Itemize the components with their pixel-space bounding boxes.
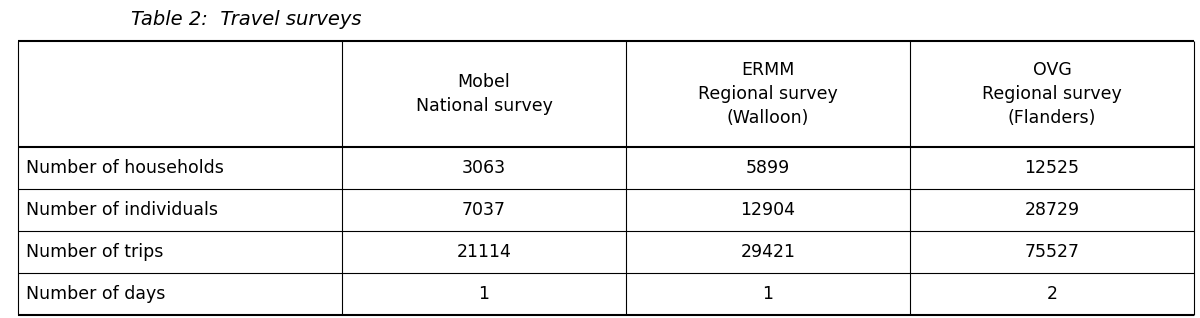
Text: 12525: 12525: [1025, 159, 1080, 177]
Text: 28729: 28729: [1025, 201, 1080, 219]
Text: 1: 1: [479, 285, 490, 303]
Text: 29421: 29421: [740, 243, 796, 261]
Text: Number of trips: Number of trips: [26, 243, 163, 261]
Text: 3063: 3063: [462, 159, 506, 177]
Text: 12904: 12904: [740, 201, 796, 219]
Text: Number of individuals: Number of individuals: [26, 201, 218, 219]
Text: 75527: 75527: [1025, 243, 1080, 261]
Text: 5899: 5899: [746, 159, 790, 177]
Text: 7037: 7037: [462, 201, 506, 219]
Text: 1: 1: [762, 285, 774, 303]
Text: OVG
Regional survey
(Flanders): OVG Regional survey (Flanders): [982, 61, 1122, 127]
Text: Number of households: Number of households: [26, 159, 224, 177]
Text: Number of days: Number of days: [26, 285, 166, 303]
Text: ERMM
Regional survey
(Walloon): ERMM Regional survey (Walloon): [698, 61, 838, 127]
Text: 21114: 21114: [457, 243, 511, 261]
Text: Table 2:  Travel surveys: Table 2: Travel surveys: [132, 10, 362, 29]
Text: 2: 2: [1046, 285, 1057, 303]
Text: Mobel
National survey: Mobel National survey: [415, 73, 552, 115]
